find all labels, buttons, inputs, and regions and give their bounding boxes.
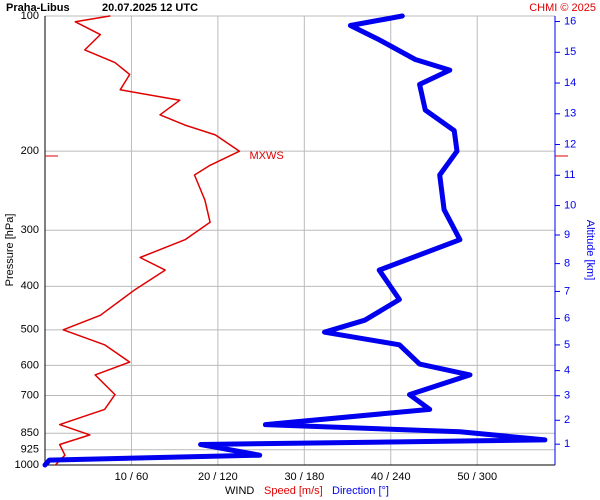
y-tick-label: 400 xyxy=(21,280,39,292)
station: Praha-Libus xyxy=(6,2,70,14)
y2-tick-label: 13 xyxy=(564,108,576,120)
legend-entry: Direction [°] xyxy=(332,485,389,497)
y-tick-label: 300 xyxy=(21,224,39,236)
y2-tick-label: 6 xyxy=(564,312,570,324)
y2-tick-label: 5 xyxy=(564,339,570,351)
y-tick-label: 100 xyxy=(21,10,39,22)
x-tick-label: 50 / 300 xyxy=(457,471,497,483)
y2-tick-label: 8 xyxy=(564,258,570,270)
y-tick-label: 600 xyxy=(21,359,39,371)
y2-tick-label: 12 xyxy=(564,138,576,150)
y2-tick-label: 10 xyxy=(564,199,576,211)
y2-tick-label: 2 xyxy=(564,414,570,426)
x-tick-label: 20 / 120 xyxy=(198,471,238,483)
y-tick-label: 925 xyxy=(21,444,39,456)
y2-axis-label: Altitude [km] xyxy=(584,220,596,281)
y-tick-label: 200 xyxy=(21,145,39,157)
legend-entry: Speed [m/s] xyxy=(264,485,323,497)
annotation: MXWS xyxy=(249,150,283,162)
y-tick-label: 700 xyxy=(21,389,39,401)
y2-tick-label: 7 xyxy=(564,285,570,297)
x-tick-label: 30 / 180 xyxy=(284,471,324,483)
x-tick-label: 40 / 240 xyxy=(371,471,411,483)
chart-title: 20.07.2025 12 UTC xyxy=(102,2,198,14)
y2-tick-label: 16 xyxy=(564,15,576,27)
y-tick-label: 1000 xyxy=(15,459,39,471)
y2-tick-label: 4 xyxy=(564,365,570,377)
y2-tick-label: 3 xyxy=(564,390,570,402)
y2-tick-label: 11 xyxy=(564,169,575,181)
series-line xyxy=(54,15,241,466)
y2-tick-label: 9 xyxy=(564,229,570,241)
credit: CHMI © 2025 xyxy=(529,2,596,14)
y2-tick-label: 14 xyxy=(564,77,576,89)
y-tick-label: 500 xyxy=(21,324,39,336)
y2-tick-label: 1 xyxy=(564,438,570,450)
y-axis-label: Pressure [hPa] xyxy=(4,214,16,287)
y2-tick-label: 15 xyxy=(564,46,576,58)
x-tick-label: 10 / 60 xyxy=(115,471,149,483)
y-tick-label: 850 xyxy=(21,427,39,439)
x-axis-label: WIND xyxy=(225,485,254,497)
series-line xyxy=(42,13,548,468)
